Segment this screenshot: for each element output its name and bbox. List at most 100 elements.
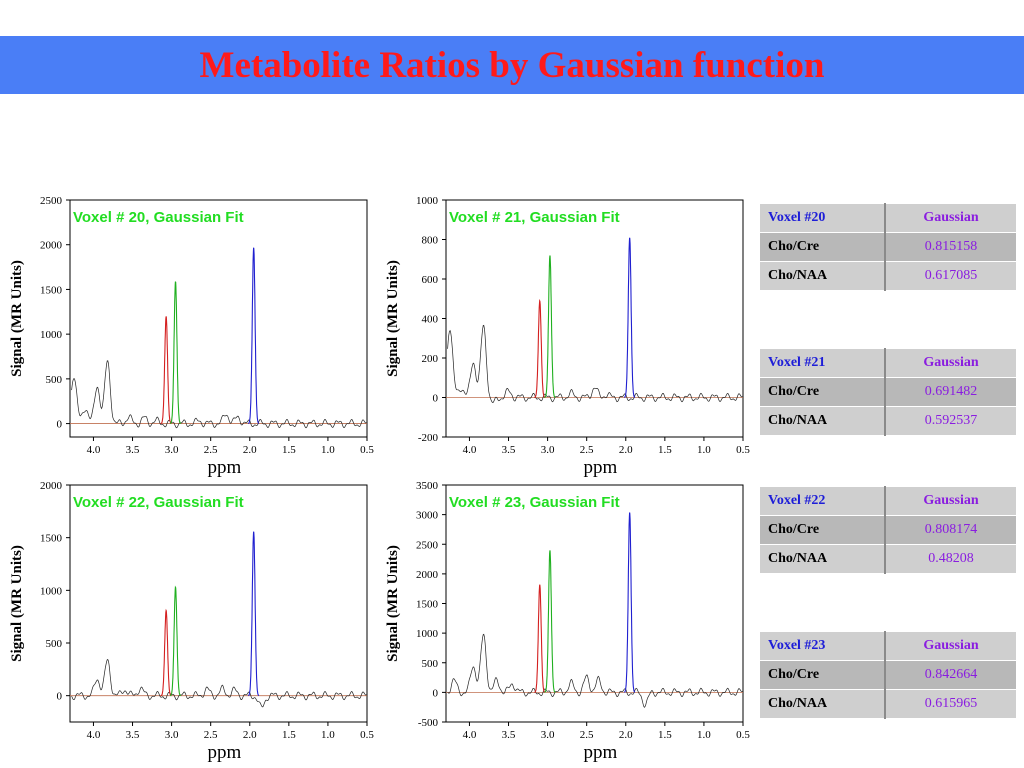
- y-tick-label: 1000: [416, 195, 439, 207]
- y-tick-label: 500: [46, 374, 63, 386]
- naa-peak: [623, 512, 636, 693]
- x-tick-label: 3.5: [502, 729, 516, 741]
- ratio-label: Cho/Cre: [759, 232, 886, 262]
- ratio-label: Cho/NAA: [759, 261, 886, 291]
- x-tick-label: 2.5: [580, 444, 594, 456]
- ratio-table-voxel-23: Voxel #23 Gaussian Cho/Cre 0.842664 Cho/…: [759, 631, 1017, 719]
- y-tick-label: 2000: [40, 480, 63, 492]
- x-tick-label: 1.0: [321, 444, 335, 456]
- x-tick-label: 3.5: [502, 444, 516, 456]
- naa-peak: [247, 531, 260, 697]
- x-tick-label: 2.0: [619, 444, 633, 456]
- page-title: Metabolite Ratios by Gaussian function: [199, 45, 825, 86]
- y-tick-label: 600: [422, 274, 439, 286]
- spectrum-chart-voxel-22: 0 500 1000 1500 2000 4.0 3.5 3.0 2.5 2.0 1.5 1.0 0.5…: [9, 480, 374, 763]
- x-tick-label: 3.0: [165, 444, 179, 456]
- x-tick-label: 4.0: [87, 444, 101, 456]
- ratio-value: 0.691482: [884, 377, 1017, 407]
- table-method-label: Gaussian: [884, 486, 1017, 516]
- y-tick-label: 2000: [416, 569, 439, 581]
- x-axis-label: ppm: [584, 457, 618, 478]
- cre-peak: [169, 281, 182, 425]
- table-method-label: Gaussian: [884, 203, 1017, 233]
- table-method-label: Gaussian: [884, 348, 1017, 378]
- x-tick-label: 2.5: [204, 729, 218, 741]
- y-tick-label: -500: [418, 717, 439, 729]
- spectrum-trace: [71, 659, 367, 708]
- y-tick-label: 0: [57, 419, 63, 431]
- table-voxel-label: Voxel #20: [759, 203, 886, 233]
- cho-peak: [534, 298, 546, 398]
- x-tick-label: 1.0: [697, 444, 711, 456]
- x-tick-label: 0.5: [360, 729, 374, 741]
- x-tick-label: 0.5: [360, 444, 374, 456]
- y-tick-label: 500: [422, 658, 439, 670]
- x-tick-label: 3.0: [165, 729, 179, 741]
- spectrum-trace: [71, 360, 367, 429]
- spectrum-trace: [447, 324, 743, 404]
- plot-frame: [69, 199, 368, 438]
- x-tick-label: 2.0: [619, 729, 633, 741]
- y-tick-label: 1500: [40, 284, 63, 296]
- y-tick-label: 2500: [416, 539, 439, 551]
- ratio-table-voxel-22: Voxel #22 Gaussian Cho/Cre 0.808174 Cho/…: [759, 486, 1017, 574]
- y-tick-label: 800: [422, 235, 439, 247]
- table-voxel-label: Voxel #21: [759, 348, 886, 378]
- table-method-label: Gaussian: [884, 631, 1017, 661]
- y-tick-label: 400: [422, 314, 439, 326]
- title-banner: Metabolite Ratios by Gaussian function: [0, 36, 1024, 94]
- y-axis-label: Signal (MR Units): [9, 545, 25, 662]
- x-tick-label: 3.5: [126, 729, 140, 741]
- spectrum-chart-voxel-21: -200 0 200 400 600 800 1000 4.0 3.5 3.0 2.5 2.0 1.5 1…: [385, 195, 750, 478]
- naa-peak: [623, 237, 636, 398]
- x-tick-label: 3.5: [126, 444, 140, 456]
- x-axis-label: ppm: [584, 742, 618, 763]
- x-tick-label: 1.5: [658, 444, 672, 456]
- x-tick-label: 1.0: [321, 729, 335, 741]
- y-axis-label: Signal (MR Units): [385, 545, 401, 662]
- x-tick-label: 1.0: [697, 729, 711, 741]
- ratio-value: 0.808174: [884, 515, 1017, 545]
- spectrum-trace: [447, 633, 743, 708]
- cre-peak: [544, 255, 556, 398]
- chart-title: Voxel # 20, Gaussian Fit: [73, 209, 244, 226]
- x-tick-label: 4.0: [463, 444, 477, 456]
- ratio-table-voxel-21: Voxel #21 Gaussian Cho/Cre 0.691482 Cho/…: [759, 348, 1017, 436]
- cre-peak: [170, 585, 182, 697]
- y-tick-label: 0: [433, 393, 439, 405]
- x-axis-label: ppm: [208, 742, 242, 763]
- ratio-table-voxel-20: Voxel #20 Gaussian Cho/Cre 0.815158 Cho/…: [759, 203, 1017, 291]
- cre-peak: [544, 550, 556, 693]
- y-tick-label: 1500: [416, 599, 439, 611]
- y-axis-label: Signal (MR Units): [385, 260, 401, 377]
- x-tick-label: 1.5: [282, 444, 296, 456]
- cho-peak: [534, 584, 546, 693]
- x-tick-label: 2.5: [580, 729, 594, 741]
- ratio-label: Cho/NAA: [759, 406, 886, 436]
- cho-peak: [160, 608, 172, 697]
- y-tick-label: 500: [46, 638, 63, 650]
- naa-peak: [247, 247, 260, 424]
- ratio-value: 0.815158: [884, 232, 1017, 262]
- x-tick-label: 2.0: [243, 729, 257, 741]
- cho-peak: [160, 316, 172, 425]
- x-tick-label: 2.5: [204, 444, 218, 456]
- y-tick-label: 0: [433, 687, 439, 699]
- ratio-label: Cho/NAA: [759, 689, 886, 719]
- y-axis-label: Signal (MR Units): [9, 260, 25, 377]
- chart-title: Voxel # 21, Gaussian Fit: [449, 209, 620, 226]
- x-tick-label: 2.0: [243, 444, 257, 456]
- spectrum-chart-voxel-20: 0 500 1000 1500 2000 2500 4.0 3.5 3.0 2.5 2.0 1.5 1.…: [9, 195, 374, 478]
- x-tick-label: 1.5: [282, 729, 296, 741]
- x-tick-label: 0.5: [736, 444, 750, 456]
- ratio-value: 0.615965: [884, 689, 1017, 719]
- plot-frame: [69, 484, 368, 723]
- ratio-label: Cho/Cre: [759, 660, 886, 690]
- plot-frame: [445, 199, 744, 438]
- y-tick-label: 2500: [40, 195, 63, 207]
- x-tick-label: 4.0: [87, 729, 101, 741]
- y-tick-label: -200: [418, 432, 439, 444]
- y-tick-label: 200: [422, 353, 439, 365]
- x-tick-label: 1.5: [658, 729, 672, 741]
- y-tick-label: 1500: [40, 533, 63, 545]
